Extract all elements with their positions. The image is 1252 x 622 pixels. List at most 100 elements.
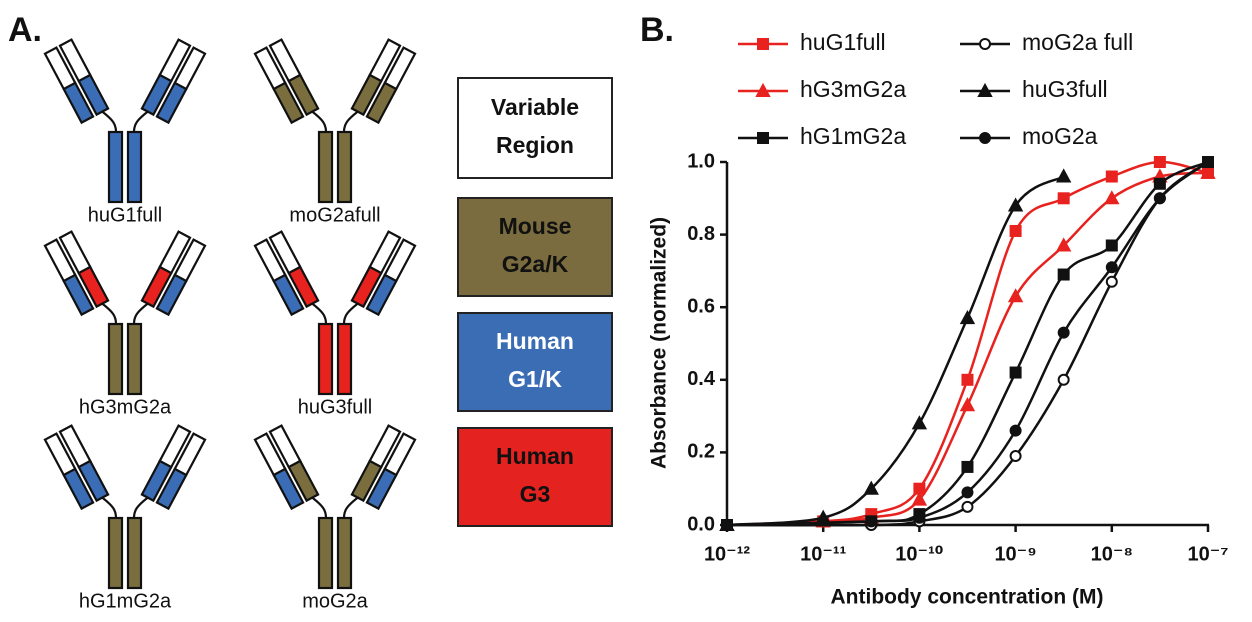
- marker: [959, 310, 976, 325]
- hinge: [132, 110, 149, 133]
- marker: [1055, 237, 1072, 252]
- antibody-name: huG1full: [88, 204, 163, 226]
- hinge: [101, 302, 118, 325]
- marker: [1105, 261, 1118, 274]
- hinge: [132, 302, 149, 325]
- y-tick-label: 0.6: [687, 295, 715, 317]
- arm: [253, 230, 320, 317]
- fc-domain: [107, 130, 124, 204]
- marker: [977, 82, 993, 97]
- marker: [961, 486, 974, 499]
- legend-label: hG3mG2a: [800, 76, 906, 102]
- fc-domain: [317, 130, 334, 204]
- region-label: Human: [496, 328, 574, 354]
- antibody-half: [43, 38, 124, 204]
- arm: [350, 230, 417, 317]
- marker: [721, 519, 733, 531]
- marker: [1153, 192, 1166, 205]
- marker: [979, 38, 991, 50]
- hinge: [311, 302, 328, 325]
- arm: [140, 230, 207, 317]
- marker: [1202, 156, 1214, 168]
- legend-label: huG3full: [1022, 76, 1108, 102]
- hinge: [311, 110, 328, 133]
- x-tick-label: 10⁻¹¹: [800, 543, 846, 565]
- x-tick-label: 10⁻⁹: [994, 543, 1036, 565]
- marker: [1105, 170, 1118, 183]
- arm: [43, 230, 110, 317]
- marker: [1057, 268, 1070, 281]
- antibody: [43, 230, 207, 396]
- y-tick-label: 0.4: [687, 368, 716, 390]
- marker: [865, 515, 878, 528]
- region-label: Mouse: [499, 213, 572, 239]
- constant-domain: [155, 467, 188, 511]
- hinge: [132, 496, 149, 519]
- region-label: Human: [496, 443, 574, 469]
- antibody-name: moG2a: [302, 590, 368, 612]
- region-swatch: [457, 77, 613, 179]
- antibody: [43, 38, 207, 204]
- region-label: Region: [496, 132, 574, 158]
- arm: [43, 424, 110, 511]
- marker: [1105, 275, 1118, 288]
- antibody-name: hG1mG2a: [79, 590, 172, 612]
- fc-domain: [107, 516, 124, 590]
- constant-domain: [365, 81, 398, 125]
- fc-domain: [126, 516, 143, 590]
- marker: [1007, 288, 1024, 303]
- marker: [1057, 192, 1070, 205]
- marker: [1009, 424, 1022, 437]
- marker: [1153, 156, 1166, 168]
- antibody-half: [336, 424, 417, 590]
- antibody: [253, 38, 417, 204]
- x-tick-label: 10⁻⁸: [1091, 543, 1133, 565]
- antibody-half: [126, 38, 207, 204]
- constant-domain: [62, 273, 95, 317]
- region-label: G1/K: [508, 366, 562, 392]
- x-axis-label: Antibody concentration (M): [831, 586, 1104, 609]
- constant-domain: [62, 81, 95, 125]
- marker: [1104, 190, 1120, 205]
- antibody: [253, 424, 417, 590]
- marker: [911, 491, 928, 506]
- hinge: [342, 496, 359, 519]
- marker: [1009, 366, 1022, 379]
- region-label: G3: [520, 481, 551, 507]
- x-tick-label: 10⁻¹⁰: [895, 543, 943, 565]
- x-tick-label: 10⁻⁷: [1187, 543, 1228, 565]
- antibody-half: [336, 230, 417, 396]
- antibody-half: [43, 424, 124, 590]
- constant-domain: [272, 81, 305, 125]
- antibody-name: moG2afull: [289, 204, 380, 226]
- marker: [757, 132, 769, 144]
- marker: [913, 511, 926, 524]
- antibody-half: [253, 424, 334, 590]
- arm: [253, 38, 320, 125]
- arm: [43, 38, 110, 125]
- region-swatch: [457, 312, 613, 412]
- marker: [1057, 373, 1070, 386]
- antibody-half: [253, 230, 334, 396]
- marker: [1153, 177, 1166, 190]
- region-swatch: [457, 197, 613, 297]
- antibody-name: hG3mG2a: [79, 396, 172, 418]
- legend-label: moG2a: [1022, 123, 1098, 149]
- arm: [140, 38, 207, 125]
- legend-label: hG1mG2a: [800, 123, 906, 149]
- marker: [961, 460, 974, 473]
- antibody-half: [126, 230, 207, 396]
- panel-label: B.: [640, 11, 674, 49]
- y-tick-label: 0.0: [687, 513, 715, 535]
- region-swatch: [457, 427, 613, 527]
- antibody-half: [336, 38, 417, 204]
- arm: [350, 424, 417, 511]
- marker: [1200, 164, 1216, 179]
- fc-domain: [317, 322, 334, 396]
- panel-label: A.: [8, 11, 42, 49]
- arm: [350, 38, 417, 125]
- y-tick-label: 0.2: [687, 441, 715, 463]
- marker: [757, 38, 769, 50]
- hinge: [101, 496, 118, 519]
